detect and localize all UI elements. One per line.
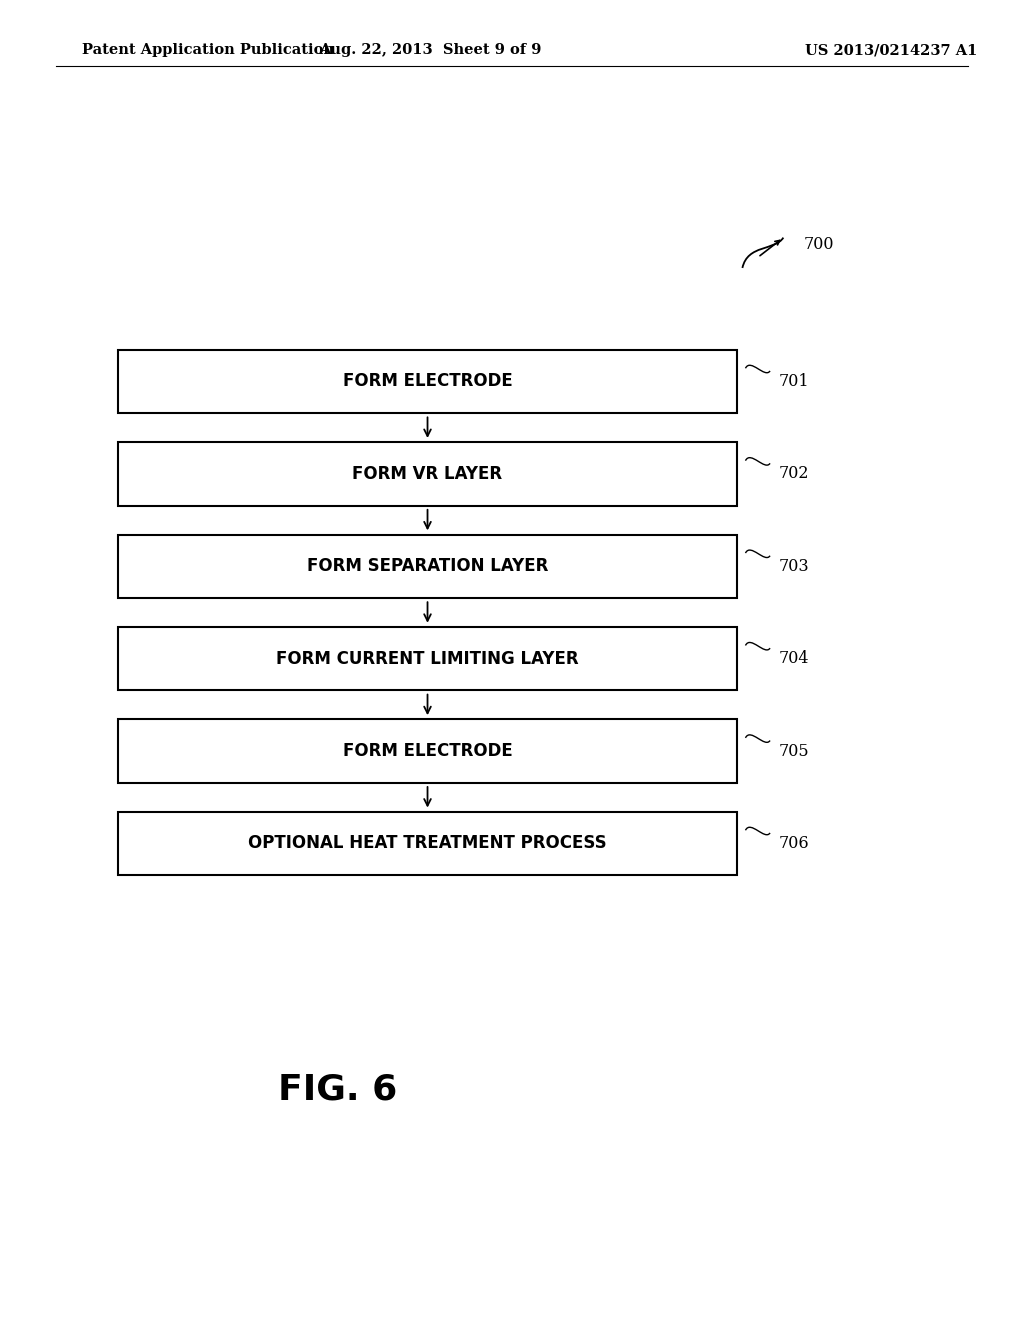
Text: Aug. 22, 2013  Sheet 9 of 9: Aug. 22, 2013 Sheet 9 of 9 [318,44,542,57]
Text: 706: 706 [778,836,809,851]
Text: OPTIONAL HEAT TREATMENT PROCESS: OPTIONAL HEAT TREATMENT PROCESS [248,834,607,853]
Text: 703: 703 [778,558,809,574]
Text: 701: 701 [778,374,809,389]
Text: US 2013/0214237 A1: US 2013/0214237 A1 [805,44,977,57]
Text: 702: 702 [778,466,809,482]
Text: FIG. 6: FIG. 6 [279,1072,397,1106]
Text: FORM CURRENT LIMITING LAYER: FORM CURRENT LIMITING LAYER [276,649,579,668]
Text: FORM VR LAYER: FORM VR LAYER [352,465,503,483]
Text: 705: 705 [778,743,809,759]
Text: 704: 704 [778,651,809,667]
Text: 700: 700 [804,236,835,252]
Text: Patent Application Publication: Patent Application Publication [82,44,334,57]
Text: FORM SEPARATION LAYER: FORM SEPARATION LAYER [307,557,548,576]
Text: FORM ELECTRODE: FORM ELECTRODE [343,372,512,391]
Text: FORM ELECTRODE: FORM ELECTRODE [343,742,512,760]
